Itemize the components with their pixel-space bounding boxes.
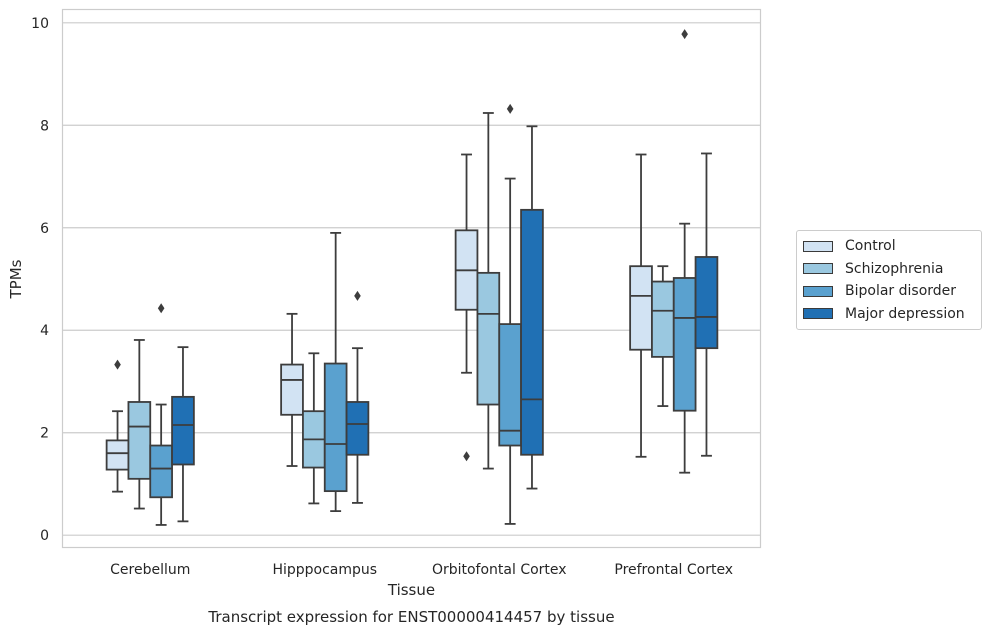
box-body — [323, 362, 348, 493]
outlier-point — [463, 451, 470, 462]
box-3-1 — [651, 265, 675, 407]
box-body — [629, 265, 653, 351]
outlier-point — [681, 29, 688, 40]
legend-swatch — [803, 285, 833, 297]
box-2-3 — [520, 125, 544, 490]
legend-label: Major depression — [845, 305, 965, 322]
x-tick-labels: Cerebellum Hipppocampus Orbitofontal Corte… — [110, 562, 733, 578]
box-body — [149, 444, 173, 499]
legend-swatch — [803, 263, 833, 275]
outlier-point — [506, 103, 514, 114]
legend-label: Schizophrenia — [845, 260, 944, 277]
x-tick-label-3: Prefrontal Cortex — [614, 562, 733, 578]
y-tick-label-4: 8 — [40, 118, 49, 134]
box-1-3 — [345, 290, 370, 504]
y-axis-title: TPMs — [7, 259, 25, 299]
box-body — [476, 271, 501, 406]
x-axis-title: Tissue — [387, 581, 435, 599]
y-tick-label-1: 2 — [40, 426, 49, 442]
box-body — [672, 277, 697, 412]
outlier-point — [354, 290, 361, 301]
box-3-0 — [629, 153, 653, 458]
box-1-1 — [302, 352, 326, 505]
chart-caption: Transcript expression for ENST0000041445… — [207, 608, 614, 626]
box-body — [280, 363, 304, 416]
y-tick-label-0: 0 — [40, 528, 49, 544]
box-0-0 — [105, 359, 130, 493]
box-3-3 — [694, 152, 719, 457]
legend: Control Schizophrenia Bipolar disorder Majo… — [796, 230, 982, 330]
box-body — [651, 280, 675, 358]
legend-item-2: Bipolar disorder — [797, 280, 981, 303]
box-body — [127, 401, 152, 480]
legend-label: Control — [845, 238, 896, 255]
box-1-0 — [280, 312, 304, 467]
x-tick-label-2: Orbitofontal Cortex — [432, 562, 567, 578]
y-tick-label-2: 4 — [40, 323, 49, 339]
box-body — [520, 208, 544, 456]
outlier-point — [114, 359, 121, 370]
box-3-2 — [672, 29, 697, 474]
legend-swatch — [803, 308, 833, 320]
legend-label: Bipolar disorder — [845, 283, 957, 300]
box-1-2 — [323, 231, 348, 513]
box-body — [345, 401, 370, 456]
legend-swatch — [803, 240, 833, 252]
legend-item-1: Schizophrenia — [797, 258, 981, 281]
box-2-2 — [498, 103, 522, 525]
y-tick-labels: 0 2 4 6 8 10 — [31, 16, 49, 544]
box-2-1 — [476, 112, 501, 470]
box-body — [498, 323, 522, 447]
outlier-point — [157, 303, 165, 314]
box-body — [105, 439, 130, 471]
y-tick-label-3: 6 — [40, 221, 49, 237]
box-0-3 — [171, 346, 195, 523]
box-plots — [105, 29, 719, 526]
y-tick-label-5: 10 — [31, 16, 49, 32]
x-tick-label-0: Cerebellum — [110, 562, 190, 578]
x-tick-label-1: Hipppocampus — [272, 562, 377, 578]
box-0-1 — [127, 339, 152, 510]
legend-item-3: Major depression — [797, 303, 981, 326]
box-2-0 — [454, 153, 479, 462]
box-0-2 — [149, 303, 173, 526]
legend-item-0: Control — [797, 235, 981, 258]
plot-frame — [61, 8, 762, 549]
box-body — [171, 395, 195, 466]
box-body — [694, 256, 719, 350]
